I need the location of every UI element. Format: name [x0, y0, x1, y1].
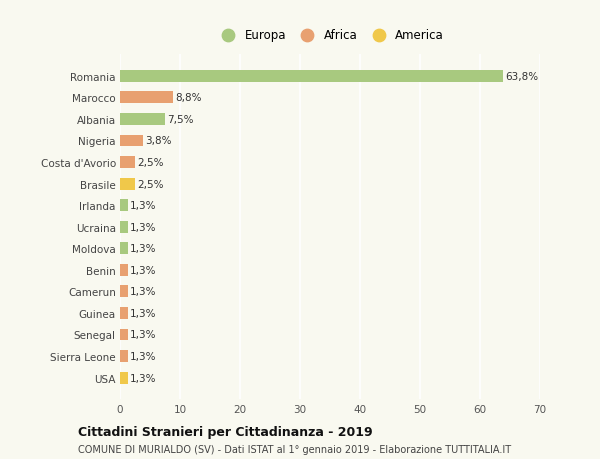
Text: 2,5%: 2,5% — [137, 158, 164, 168]
Bar — [120, 286, 128, 297]
Text: 1,3%: 1,3% — [130, 308, 157, 318]
Text: 8,8%: 8,8% — [175, 93, 202, 103]
Bar — [120, 372, 128, 384]
Bar — [120, 135, 143, 147]
Text: 1,3%: 1,3% — [130, 265, 157, 275]
Text: 63,8%: 63,8% — [505, 72, 538, 82]
Bar — [120, 178, 135, 190]
Bar — [120, 92, 173, 104]
Text: 1,3%: 1,3% — [130, 287, 157, 297]
Bar — [120, 114, 165, 126]
Text: 1,3%: 1,3% — [130, 373, 157, 383]
Text: 1,3%: 1,3% — [130, 244, 157, 254]
Text: 3,8%: 3,8% — [145, 136, 172, 146]
Bar — [120, 221, 128, 233]
Text: COMUNE DI MURIALDO (SV) - Dati ISTAT al 1° gennaio 2019 - Elaborazione TUTTITALI: COMUNE DI MURIALDO (SV) - Dati ISTAT al … — [78, 444, 511, 454]
Text: 1,3%: 1,3% — [130, 222, 157, 232]
Bar — [120, 350, 128, 362]
Text: 7,5%: 7,5% — [167, 115, 194, 125]
Bar — [120, 200, 128, 212]
Text: Cittadini Stranieri per Cittadinanza - 2019: Cittadini Stranieri per Cittadinanza - 2… — [78, 425, 373, 438]
Bar — [120, 308, 128, 319]
Bar — [120, 264, 128, 276]
Text: 1,3%: 1,3% — [130, 330, 157, 340]
Bar — [120, 243, 128, 255]
Bar — [120, 71, 503, 83]
Text: 1,3%: 1,3% — [130, 201, 157, 211]
Legend: Europa, Africa, America: Europa, Africa, America — [214, 27, 446, 44]
Bar — [120, 329, 128, 341]
Text: 2,5%: 2,5% — [137, 179, 164, 189]
Text: 1,3%: 1,3% — [130, 351, 157, 361]
Bar — [120, 157, 135, 168]
